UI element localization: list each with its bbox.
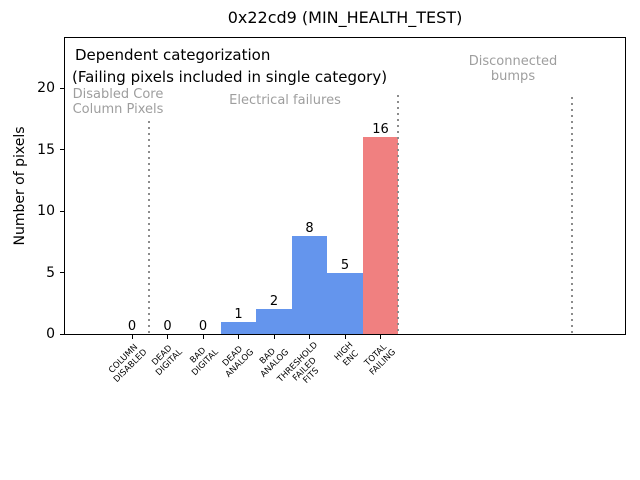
- bar-value-label: 16: [372, 122, 389, 138]
- bar-value-label: 5: [340, 257, 350, 273]
- section-label-disabled-core-column-pixels: Disabled Core Column Pixels: [72, 87, 164, 117]
- x-tick-label: HIGH ENC: [332, 340, 361, 369]
- x-tick-mark: [167, 335, 168, 339]
- bar: [256, 309, 292, 334]
- x-tick-label: BAD DIGITAL: [188, 345, 221, 378]
- x-tick-mark: [309, 335, 310, 339]
- x-tick-label: COLUMN DISABLED: [107, 342, 150, 385]
- y-tick-mark: [60, 272, 64, 273]
- section-divider-line: [570, 97, 573, 335]
- chart-title: 0x22cd9 (MIN_HEALTH_TEST): [227, 8, 463, 27]
- y-tick-label: 0: [46, 326, 55, 342]
- x-tick-mark: [344, 335, 346, 339]
- y-tick-label: 15: [37, 141, 55, 158]
- y-tick-mark: [60, 210, 64, 212]
- x-tick-mark: [202, 335, 204, 339]
- bar-value-label: 0: [163, 319, 172, 334]
- bar: [291, 235, 328, 334]
- annotation-failing-pixels-note: (Failing pixels included in single categ…: [72, 68, 388, 86]
- y-tick-label: 20: [37, 80, 55, 96]
- y-tick-mark: [60, 87, 64, 89]
- x-tick-mark: [238, 335, 239, 339]
- section-label-electrical-failures: Electrical failures: [229, 93, 341, 108]
- y-tick-label: 10: [37, 203, 55, 219]
- bar-value-label: 0: [127, 319, 137, 334]
- bar: [220, 321, 257, 334]
- y-tick-label: 5: [46, 264, 55, 281]
- section-divider-line: [148, 121, 150, 335]
- bar-value-label: 2: [269, 294, 279, 310]
- bar: [362, 137, 399, 334]
- y-tick-mark: [60, 149, 64, 150]
- x-tick-mark: [131, 335, 133, 339]
- section-label-disconnected-bumps: Disconnected bumps: [468, 54, 558, 84]
- y-tick-mark: [60, 333, 64, 335]
- x-tick-mark: [273, 335, 275, 339]
- section-divider-line: [396, 95, 399, 335]
- x-tick-label: TOTAL FAILING: [362, 342, 398, 378]
- bar-value-label: 0: [198, 319, 208, 334]
- x-tick-mark: [380, 335, 381, 339]
- bar-value-label: 8: [305, 220, 314, 236]
- bar-value-label: 1: [234, 306, 243, 322]
- x-tick-label: DEAD DIGITAL: [150, 343, 185, 378]
- annotation-dependent-categorization: Dependent categorization: [75, 46, 271, 64]
- bar: [327, 272, 363, 334]
- x-tick-label: DEAD ANALOG: [220, 344, 256, 380]
